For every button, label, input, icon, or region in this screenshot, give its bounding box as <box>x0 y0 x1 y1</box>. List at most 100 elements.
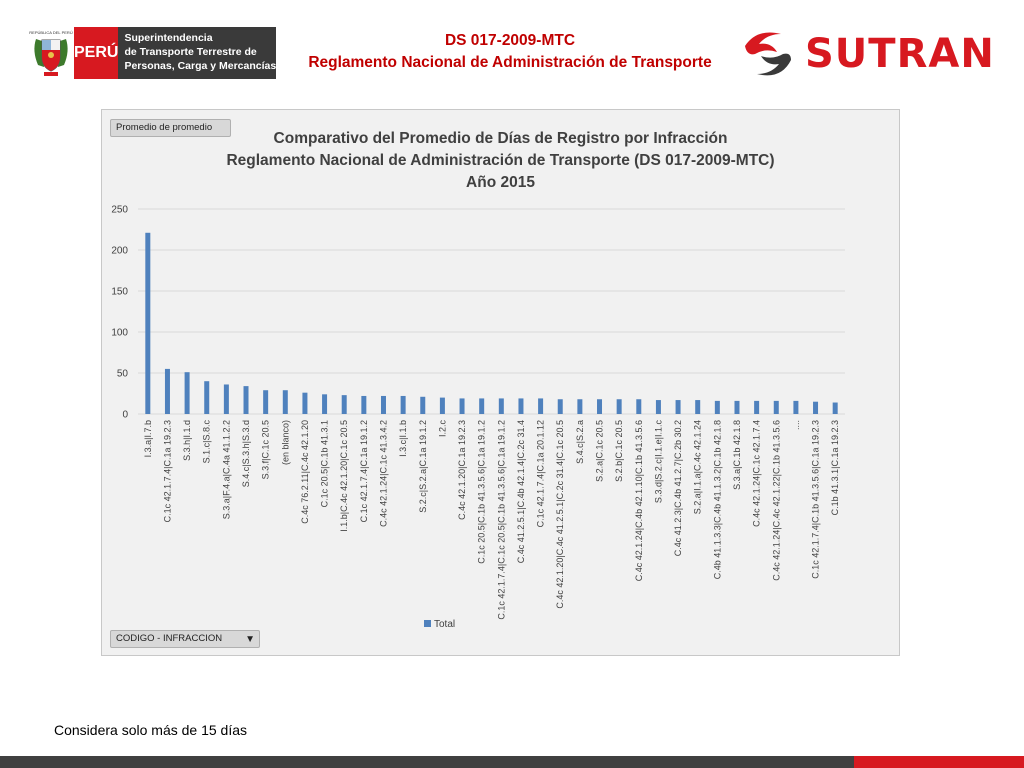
bar <box>675 400 681 414</box>
x-tick-label: I.3.a|I.7.b <box>143 420 153 457</box>
x-tick-label: S.3.a|F.4.a|C.4a 41.1.2.2 <box>221 420 231 519</box>
bar <box>361 395 367 414</box>
agency-line-1: Superintendencia <box>124 32 213 44</box>
x-tick-label: C.1c 42.1.7.4|C.1a 20.1.12 <box>536 420 546 527</box>
x-tick-label: S.2.a|C.1c 20.5 <box>595 420 605 482</box>
bar <box>636 399 642 414</box>
bar <box>400 395 406 414</box>
y-tick-label: 150 <box>111 287 128 298</box>
x-tick-label: C.1c 42.1.7.4|C.1a 19.1.2 <box>359 420 369 522</box>
value-field-button[interactable]: Promedio de promedio <box>110 119 231 137</box>
page-title: DS 017-2009-MTC Reglamento Nacional de A… <box>280 30 740 74</box>
filter-icon[interactable]: ▼ <box>245 634 255 645</box>
x-tick-label: C.4c 42.1.20|C.4c 41.2.5.1|C.2c 31.4|C.1… <box>555 420 565 609</box>
chart-title-line-3: Año 2015 <box>466 174 535 191</box>
chart-panel <box>101 109 900 656</box>
x-tick-label: S.3.a|C.1b 42.1.8 <box>732 420 742 490</box>
chart-gridlines <box>138 208 845 415</box>
bar <box>754 400 760 414</box>
x-tick-label: C.1c 20.5|C.1b 41.3.5.6|C.1a 19.1.2 <box>477 420 487 564</box>
peru-government-logo: REPÚBLICA DEL PERÚ PERÚ Superintendencia… <box>28 27 277 79</box>
bar <box>459 398 465 414</box>
x-tick-label: S.3.h|I.1.d <box>182 420 192 461</box>
bar <box>832 402 838 414</box>
x-tick-label: C.1c 42.1.7.4|C.1b 41.3.5.6|C.1a 19.2.3 <box>811 420 821 579</box>
x-tick-label: C.1b 41.3.1|C.1a 19.2.3 <box>830 420 840 515</box>
bar <box>263 390 269 414</box>
bar <box>597 399 603 414</box>
bar <box>439 397 445 414</box>
bar <box>695 400 701 414</box>
bar <box>813 401 819 414</box>
axis-field-label: CODIGO - INFRACCION <box>116 633 223 644</box>
bar <box>616 399 622 414</box>
bar <box>243 386 249 414</box>
x-tick-label: C.4c 42.1.24|C.4b 42.1.10|C.1b 41.3.5.6 <box>634 420 644 581</box>
x-tick-label: S.2.c|S.2.a|C.1a 19.1.2 <box>418 420 428 513</box>
x-tick-label: C.4c 42.1.24|C.1c 42.1.7.4 <box>752 420 762 527</box>
agency-name: Superintendencia de Transporte Terrestre… <box>118 27 277 79</box>
bar <box>145 232 151 414</box>
legend-label: Total <box>434 619 455 630</box>
bar <box>518 398 524 414</box>
x-tick-label: C.4c 42.1.24|C.4c 42.1.22|C.1b 41.3.5.6 <box>771 420 781 581</box>
x-tick-label: S.1.c|S.8.c <box>202 420 212 464</box>
bar <box>341 395 347 414</box>
bar <box>380 395 386 414</box>
chart-title-line-2: Reglamento Nacional de Administración de… <box>226 152 775 169</box>
page-title-line-1: DS 017-2009-MTC <box>444 32 576 49</box>
axis-field-button[interactable]: CODIGO - INFRACCION ▼ <box>110 630 260 648</box>
x-tick-label: S.2.b|C.1c 20.5 <box>614 420 624 482</box>
x-tick-label: C.1c 20.5|C.1b 41.3.1 <box>320 420 330 507</box>
x-axis-labels: I.3.a|I.7.b C.1c 42.1.7.4|C.1a 19.2.3 S.3.… <box>143 420 840 620</box>
x-tick-label: S.3.d|S.2.c|I.1.e|I.1.c <box>653 420 663 504</box>
agency-line-3: Personas, Carga y Mercancías <box>124 60 277 72</box>
x-tick-label: C.1c 42.1.7.4|C.1a 19.2.3 <box>162 420 172 522</box>
x-tick-label: S.2.a|I.1.a|C.4c 42.1.24 <box>693 420 703 514</box>
bar <box>734 400 740 414</box>
bar <box>164 368 170 414</box>
brand-name: SUTRAN <box>805 31 995 77</box>
x-tick-label: I.2.c <box>437 420 447 438</box>
bar <box>577 399 583 414</box>
footer-bar <box>0 756 1024 768</box>
x-tick-label: I.1.b|C.4c 42.1.20|C.1c 20.5 <box>339 420 349 532</box>
x-tick-label: .... <box>791 420 801 430</box>
x-tick-label: S.4.c|S.3.h|S.3.d <box>241 420 251 487</box>
bar <box>793 400 799 414</box>
x-tick-label: S.3.f|C.1c 20.5 <box>261 420 271 479</box>
footnote: Considera solo más de 15 días <box>54 722 247 738</box>
bar <box>498 398 504 414</box>
bar <box>773 400 779 414</box>
y-tick-label: 100 <box>111 328 128 339</box>
chart-bars <box>145 232 838 414</box>
chart-legend: Total <box>424 619 455 630</box>
x-tick-label: S.4.c|S.2.a <box>575 420 585 464</box>
bar <box>420 396 426 414</box>
bar <box>322 394 328 414</box>
peru-label: PERÚ <box>74 27 119 79</box>
x-tick-label: C.1c 42.1.7.4|C.1c 20.5|C.1b 41.3.5.6|C.… <box>496 420 506 620</box>
agency-line-2: de Transporte Terrestre de <box>124 46 257 58</box>
x-tick-label: C.4c 42.1.24|C.1c 41.3.4.2 <box>378 420 388 527</box>
bar <box>184 372 190 414</box>
bar <box>479 398 485 414</box>
peru-coat-of-arms-icon: REPÚBLICA DEL PERÚ <box>28 27 74 79</box>
x-tick-label: C.4c 41.2.3|C.4b 41.2.7|C.2b 30.2 <box>673 420 683 556</box>
bar <box>204 381 210 414</box>
y-tick-label: 50 <box>117 369 129 380</box>
bar <box>282 390 288 414</box>
bar <box>223 384 229 414</box>
value-field-label: Promedio de promedio <box>116 122 213 133</box>
x-tick-label: C.4b 41.1.3.3|C.4b 41.1.3.2|C.1b 42.1.8 <box>712 420 722 579</box>
x-tick-label: (en blanco) <box>280 420 290 465</box>
bar <box>714 400 720 414</box>
page-title-line-2: Reglamento Nacional de Administración de… <box>308 54 712 71</box>
bar <box>655 400 661 414</box>
sutran-swirl-icon <box>745 32 791 76</box>
footer-accent <box>854 756 1024 768</box>
x-tick-label: I.3.c|I.1.b <box>398 420 408 457</box>
chart-title-line-1: Comparativo del Promedio de Días de Regi… <box>273 130 728 147</box>
y-axis-ticks: 0 50 100 150 200 250 <box>111 205 128 421</box>
